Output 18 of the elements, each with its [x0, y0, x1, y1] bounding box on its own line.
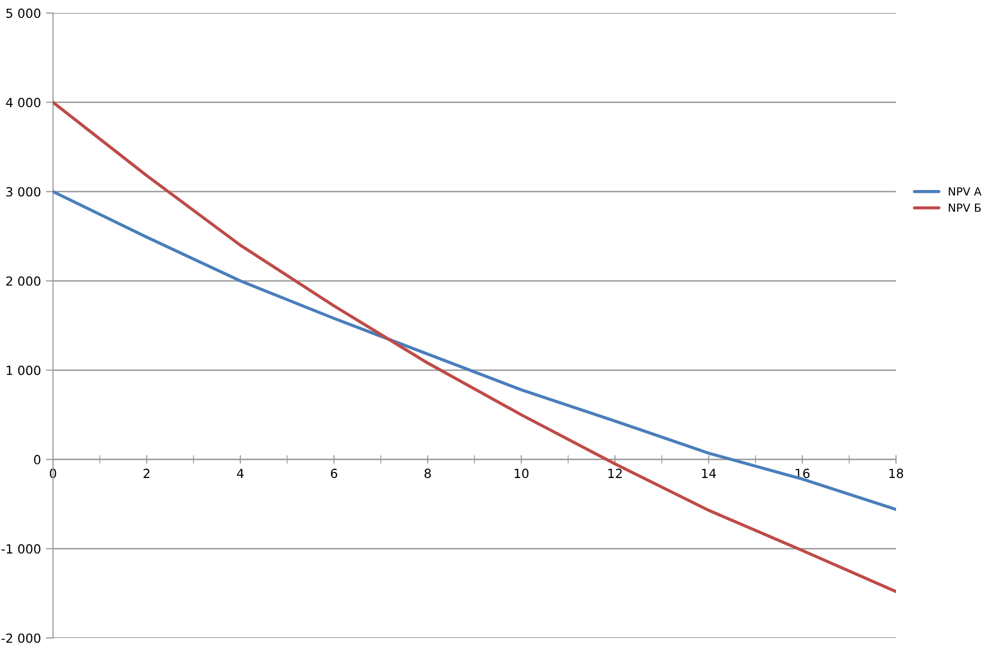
- y-tick-label: 4 000: [6, 98, 40, 108]
- y-tick-label: -1 000: [2, 544, 40, 554]
- x-tick-label: 2: [144, 468, 150, 478]
- x-tick-label: 4: [236, 468, 244, 478]
- y-tick-label: 2 000: [6, 276, 40, 286]
- y-tick-label: 5 000: [6, 8, 40, 18]
- x-tick-label: 18: [889, 468, 904, 478]
- legend-label: NPV Б: [948, 204, 981, 212]
- legend-label: NPV A: [948, 187, 982, 196]
- x-tick-label: 8: [424, 468, 431, 478]
- x-tick-label: 6: [330, 468, 338, 478]
- x-tick-label: 12: [608, 468, 622, 478]
- x-tick-label: 14: [702, 468, 716, 478]
- y-tick-label: -2 000: [2, 633, 40, 643]
- y-tick-label: 1 000: [6, 366, 40, 376]
- y-tick-label: 0: [34, 454, 40, 464]
- y-tick-label: 3 000: [6, 187, 40, 197]
- x-tick-label: 10: [514, 468, 528, 478]
